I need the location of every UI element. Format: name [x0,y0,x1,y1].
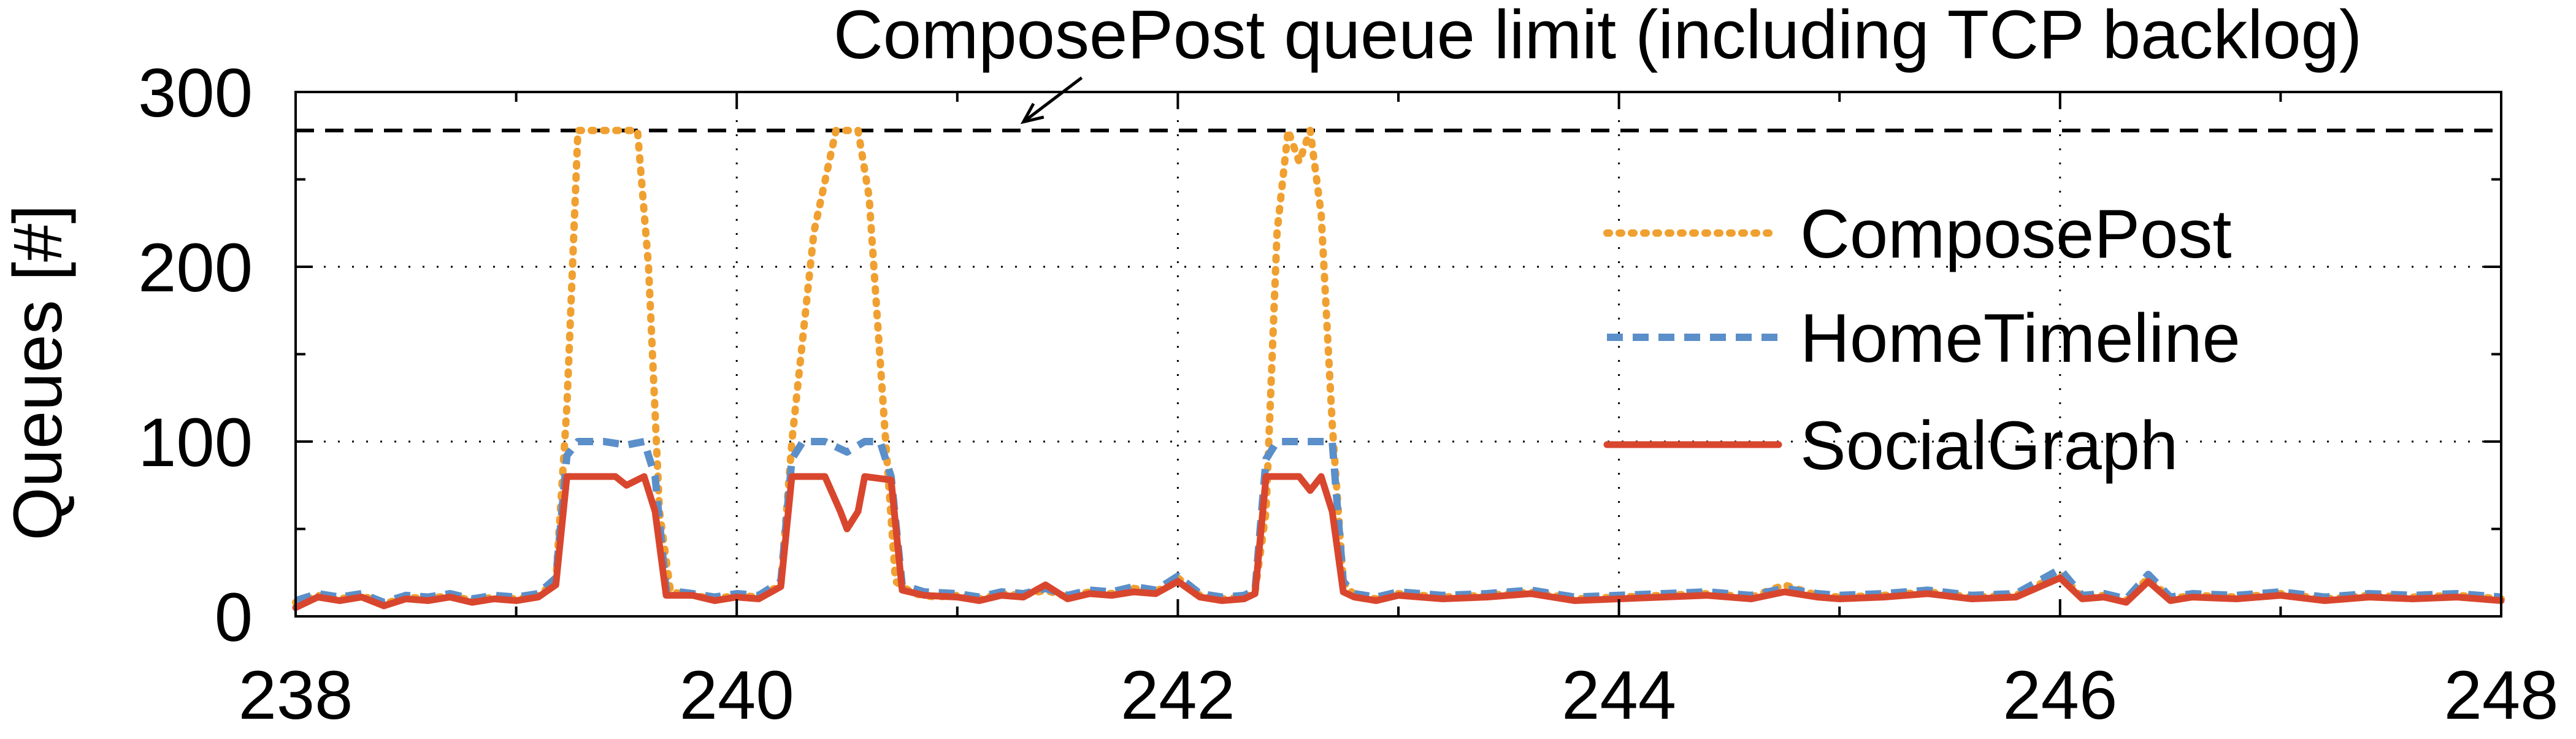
x-tick-label: 244 [1562,657,1676,733]
y-tick-label: 100 [138,404,253,481]
y-tick-labels: 0 100 200 300 [138,55,253,656]
ticks-layer [294,91,2502,618]
annotation-arrow [1020,76,1083,124]
grid-layer [296,92,2501,616]
series-line-hometimeline [294,438,2502,607]
x-tick-label: 240 [680,657,794,733]
annotation-text: ComposePost queue limit (including TCP b… [834,0,2362,73]
x-tick-label: 248 [2444,657,2559,733]
series-layer [292,126,2505,611]
annotation-arrow-shaft [1022,76,1083,123]
annotation-arrow-head [1020,102,1045,124]
x-tick-label: 242 [1121,657,1235,733]
y-tick-label: 300 [138,55,253,131]
x-tick-label: 238 [239,657,353,733]
x-tick-labels: 238 240 242 244 246 248 [239,657,2559,733]
legend-label-socialgraph: SocialGraph [1800,407,2178,484]
x-tick-label: 246 [2003,657,2117,733]
y-tick-label: 200 [138,229,253,306]
y-axis-label: Queues [#] [0,205,76,541]
legend: ComposePost HomeTimeline SocialGraph [1603,196,2241,484]
legend-label-hometimeline: HomeTimeline [1800,300,2241,377]
y-tick-label: 0 [215,579,253,656]
series-line-socialgraph [292,473,2505,611]
legend-label-composepost: ComposePost [1800,196,2231,272]
